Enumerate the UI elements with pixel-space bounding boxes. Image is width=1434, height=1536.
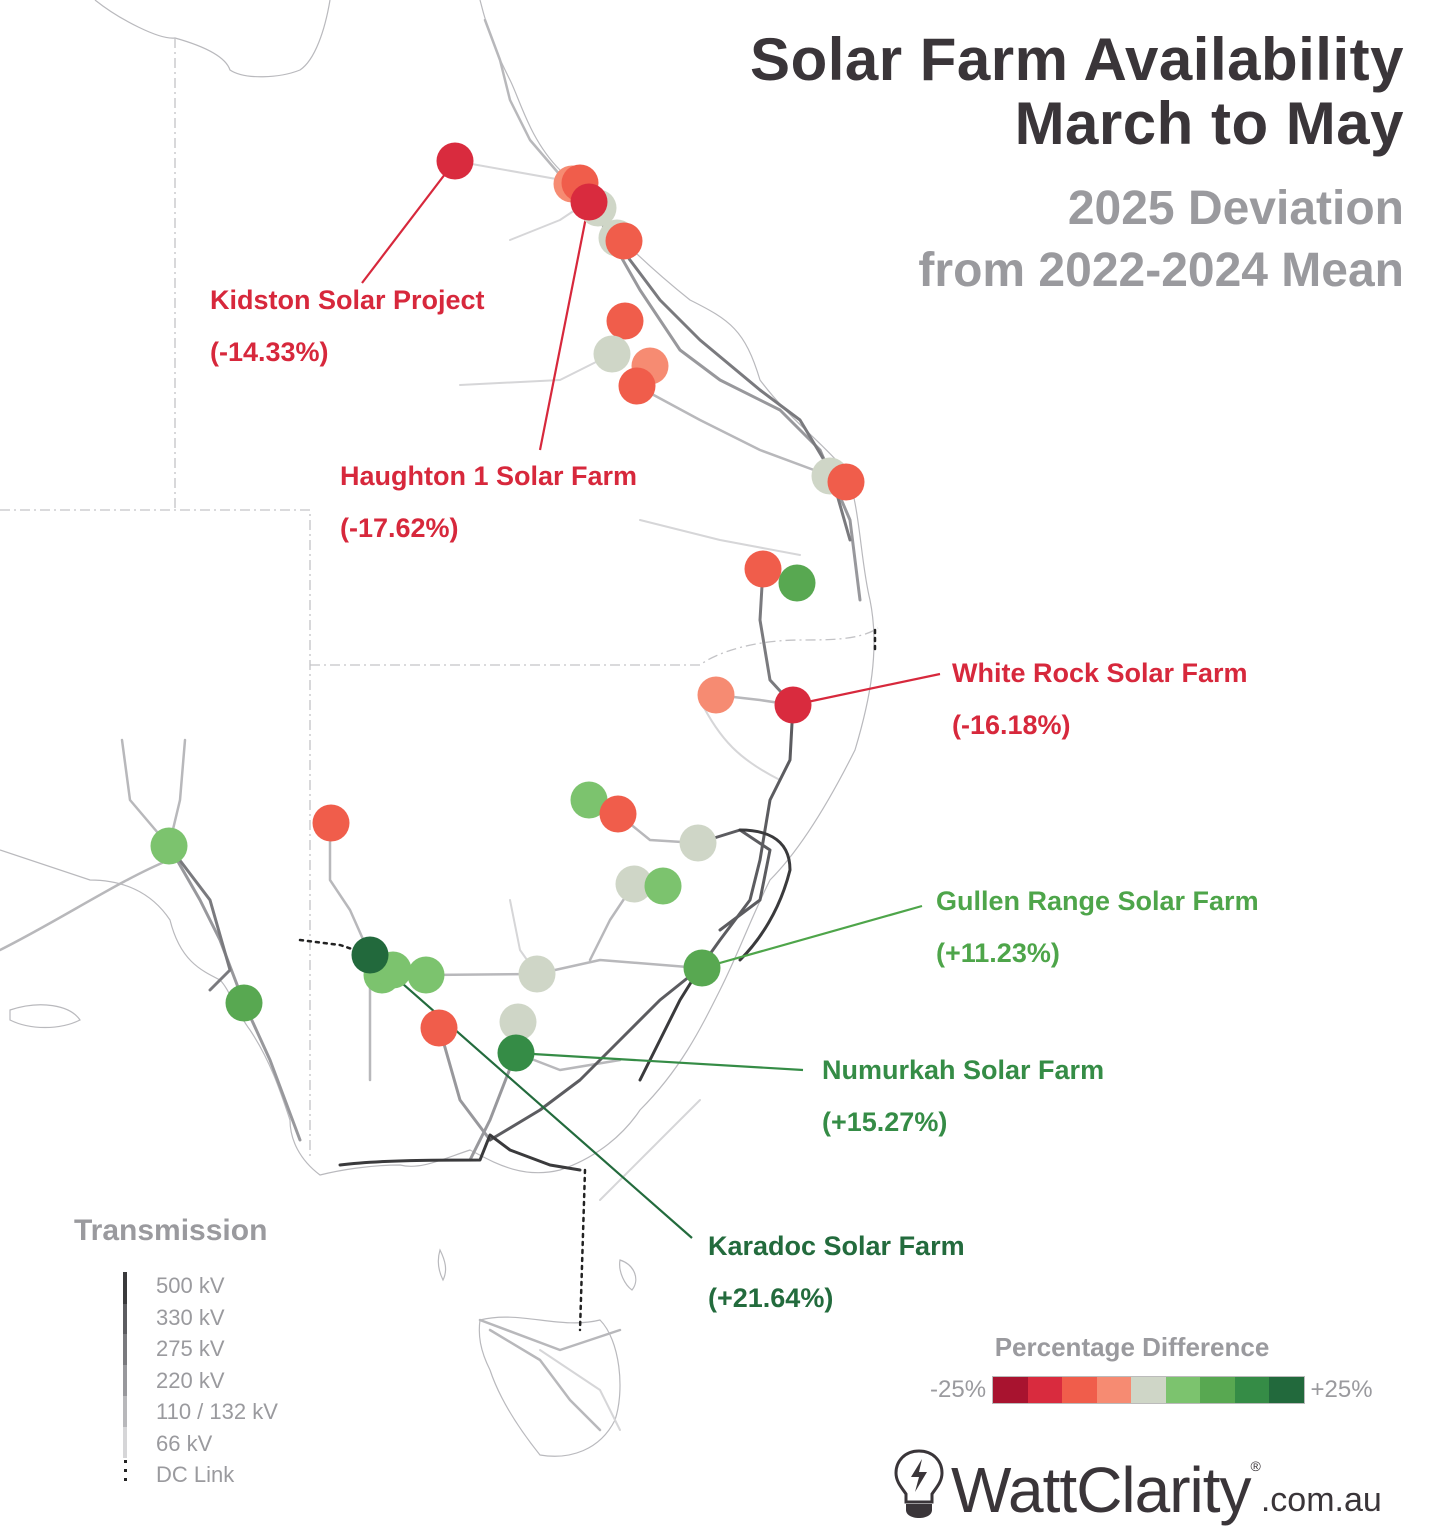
legend-item-dc-link: DC Link	[156, 1462, 235, 1487]
solar-farm-marker	[774, 686, 812, 724]
solar-farm-marker	[827, 463, 865, 501]
logo-domain: .com.au	[1260, 1481, 1382, 1519]
legend-item-110-132kv: 110 / 132 kV	[156, 1399, 278, 1424]
callout-value: (-17.62%)	[340, 513, 459, 543]
callout-name: White Rock Solar Farm	[952, 658, 1248, 688]
percentage-difference-legend: Percentage Difference -25% +25%	[930, 1332, 1390, 1404]
scale-swatch	[1269, 1377, 1304, 1403]
solar-farm-marker	[615, 865, 653, 903]
callout-value: (+21.64%)	[708, 1283, 834, 1313]
solar-farm-marker	[436, 142, 474, 180]
leader-karadoc	[369, 954, 693, 1239]
solar-farm-marker	[420, 1009, 458, 1047]
callout-white-rock: White Rock Solar Farm (-16.18%)	[952, 647, 1248, 751]
solar-farm-marker	[225, 984, 263, 1022]
solar-farm-marker	[499, 1003, 537, 1041]
legend-swatch-110-132kv	[123, 1396, 127, 1427]
legend-item-500kv: 500 kV	[156, 1273, 225, 1298]
callout-gullen-range: Gullen Range Solar Farm (+11.23%)	[936, 875, 1259, 979]
subtitle-line-1: 2025 Deviation	[1067, 182, 1404, 235]
solar-farm-marker	[679, 824, 717, 862]
legend-min-label: -25%	[930, 1376, 987, 1403]
title-block: Solar Farm Availability March to May 202…	[750, 28, 1404, 302]
transmission-legend-title: Transmission	[74, 1214, 268, 1247]
leader-numurkah	[515, 1051, 804, 1072]
scale-swatch	[1200, 1377, 1235, 1403]
leader-kidston	[361, 160, 456, 284]
legend-item-66kv: 66 kV	[156, 1430, 213, 1456]
callout-value: (-16.18%)	[952, 710, 1071, 740]
percentage-legend-row: -25% +25%	[930, 1376, 1373, 1404]
scale-swatch	[1131, 1377, 1166, 1403]
solar-farm-marker	[618, 367, 656, 405]
scale-swatch	[1234, 1377, 1270, 1403]
solar-farm-marker	[644, 867, 682, 905]
solar-farm-marker	[150, 827, 188, 865]
solar-farm-marker	[744, 550, 782, 588]
legend-item-275kv: 275 kV	[156, 1336, 225, 1361]
color-scale-bar	[992, 1376, 1305, 1404]
percentage-legend-title: Percentage Difference	[994, 1332, 1270, 1362]
logo-registered-mark: ®	[1250, 1458, 1261, 1474]
solar-farm-marker	[351, 936, 389, 974]
solar-farm-marker	[599, 795, 637, 833]
scale-swatch	[993, 1377, 1028, 1403]
legend-swatch-500kv	[123, 1272, 127, 1304]
solar-farm-marker	[606, 302, 644, 340]
legend-swatch-dc-link	[124, 1460, 127, 1486]
leader-white-rock	[792, 672, 941, 707]
solar-farm-marker	[518, 955, 556, 993]
solar-farm-markers	[150, 142, 865, 1072]
solar-farm-marker	[312, 804, 350, 842]
wattclarity-logo: WattClarity ® .com.au	[893, 1448, 1382, 1522]
solar-farm-marker	[593, 335, 631, 373]
solar-farm-marker	[570, 183, 608, 221]
solar-farm-marker	[683, 949, 721, 987]
callout-value: (+15.27%)	[822, 1107, 948, 1137]
legend-swatch-275kv	[123, 1334, 127, 1365]
callout-karadoc: Karadoc Solar Farm (+21.64%)	[708, 1220, 965, 1324]
leader-haughton	[538, 201, 591, 451]
scale-swatch	[1062, 1377, 1097, 1403]
legend-swatch-220kv	[123, 1365, 127, 1396]
solar-farm-marker	[407, 956, 445, 994]
lightbulb-bolt-icon	[894, 1449, 944, 1518]
solar-farm-marker	[497, 1034, 535, 1072]
leader-lines	[361, 160, 941, 1239]
subtitle-line-2: from 2022-2024 Mean	[918, 244, 1404, 297]
callout-value: (-14.33%)	[210, 337, 329, 367]
callout-name: Karadoc Solar Farm	[708, 1231, 965, 1261]
scale-swatch	[1165, 1377, 1201, 1403]
legend-swatch-66kv	[123, 1427, 127, 1458]
solar-farm-marker	[570, 781, 608, 819]
leader-gullen-range	[701, 904, 923, 970]
title-line-2: March to May	[1014, 90, 1404, 157]
solar-farm-marker	[778, 564, 816, 602]
callout-kidston: Kidston Solar Project (-14.33%)	[210, 274, 485, 378]
transmission-legend: Transmission 500 kV 330 kV 275 kV 220 kV…	[74, 1214, 278, 1487]
callout-value: (+11.23%)	[936, 938, 1060, 968]
solar-farm-marker	[605, 222, 643, 260]
legend-swatch-330kv	[123, 1304, 127, 1334]
legend-max-label: +25%	[1310, 1376, 1373, 1403]
callout-name: Kidston Solar Project	[210, 285, 485, 315]
state-borders	[0, 38, 879, 1160]
logo-wordmark: WattClarity	[951, 1454, 1252, 1526]
solar-farm-marker	[697, 676, 735, 714]
callout-numurkah: Numurkah Solar Farm (+15.27%)	[822, 1044, 1104, 1148]
scale-swatch	[1096, 1377, 1132, 1403]
callout-name: Numurkah Solar Farm	[822, 1055, 1105, 1085]
transmission-legend-items: 500 kV 330 kV 275 kV 220 kV 110 / 132 kV…	[156, 1270, 278, 1491]
legend-item-220kv: 220 kV	[156, 1367, 225, 1393]
scale-swatch	[1027, 1377, 1063, 1403]
callout-name: Haughton 1 Solar Farm	[340, 461, 638, 491]
callout-haughton: Haughton 1 Solar Farm (-17.62%)	[340, 450, 637, 554]
legend-item-330kv: 330 kV	[156, 1304, 225, 1330]
title-line-1: Solar Farm Availability	[750, 26, 1404, 93]
callout-name: Gullen Range Solar Farm	[936, 886, 1259, 916]
